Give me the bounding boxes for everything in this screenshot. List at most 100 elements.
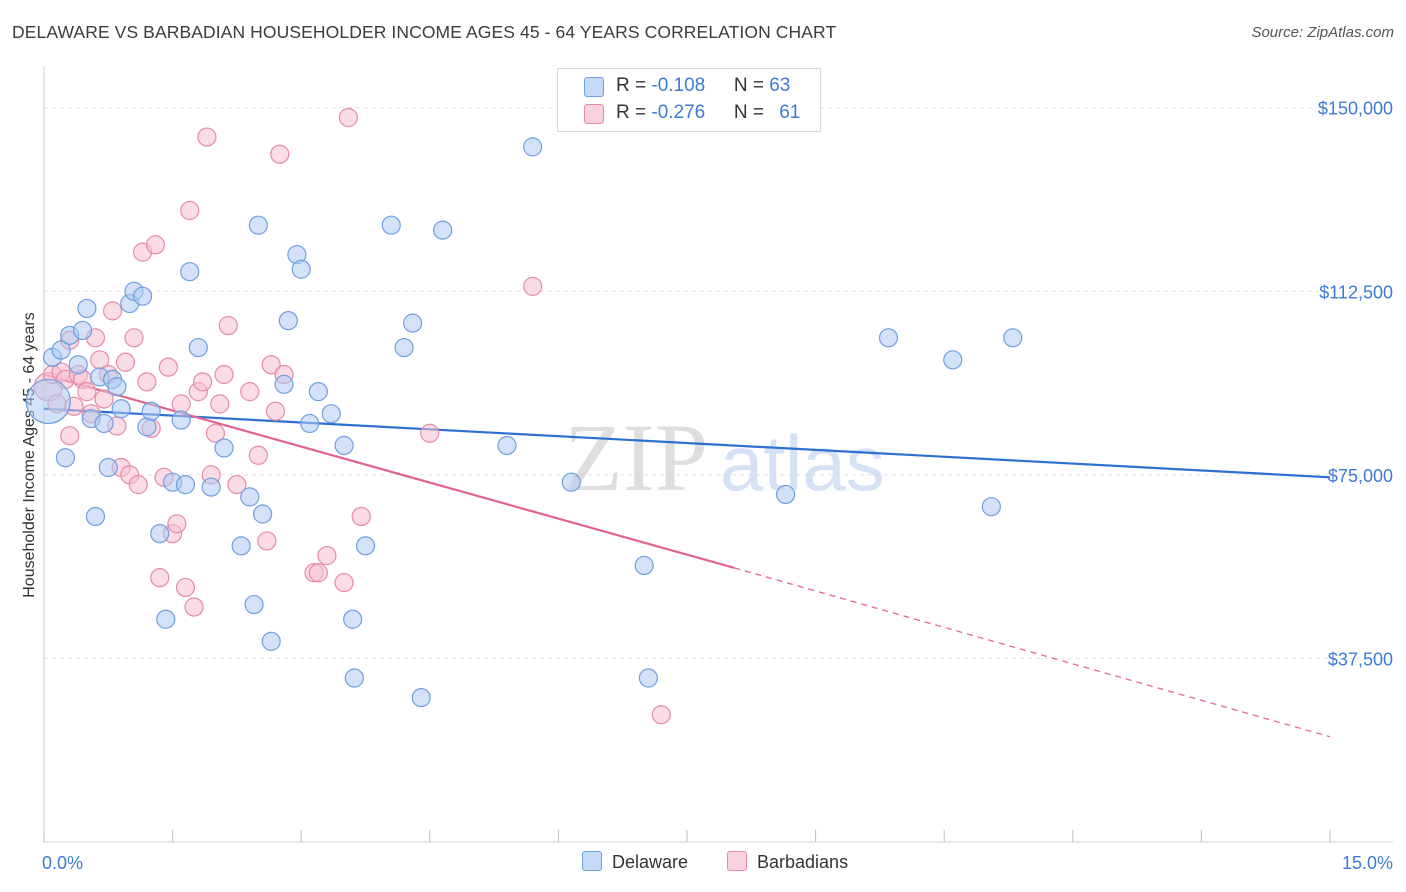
barbadians-point xyxy=(158,357,178,377)
delaware-point xyxy=(51,340,71,360)
bottom-legend: Delaware Barbadians xyxy=(0,851,1406,877)
barbadians-point xyxy=(124,328,144,348)
barbadians-point xyxy=(193,372,213,392)
barbadians-point xyxy=(180,200,200,221)
delaware-point xyxy=(300,413,320,434)
barbadians-point xyxy=(197,127,217,147)
delaware-point xyxy=(111,399,131,419)
delaware-point xyxy=(321,404,341,424)
barbadians-point xyxy=(150,568,170,588)
legend-n-label: N = xyxy=(733,75,770,96)
barbadians-point xyxy=(77,382,97,402)
delaware-point xyxy=(343,609,363,629)
delaware-point xyxy=(278,311,298,331)
delaware-point xyxy=(355,536,376,556)
barbadians-point xyxy=(145,235,166,255)
watermark-zip: ZIP xyxy=(564,404,708,511)
x-tick-label: 15.0% xyxy=(1342,853,1393,873)
legend-swatch-delaware xyxy=(582,851,602,871)
delaware-point xyxy=(72,320,93,341)
barbadians-point xyxy=(257,531,277,551)
delaware-point xyxy=(248,215,268,235)
delaware-point xyxy=(141,401,161,421)
delaware-point xyxy=(25,378,71,425)
barbadians-point xyxy=(175,577,196,598)
barbadians-point xyxy=(270,144,290,164)
barbadians-point xyxy=(214,364,234,385)
delaware-point xyxy=(381,215,401,235)
source-label: Source: ZipAtlas.com xyxy=(1251,24,1394,41)
legend-label-delaware: Delaware xyxy=(612,852,689,872)
delaware-point xyxy=(308,382,328,402)
barbadians-point xyxy=(171,394,191,414)
delaware-point xyxy=(98,457,118,478)
legend-swatch-barbadians xyxy=(584,104,604,124)
delaware-point xyxy=(201,477,221,497)
delaware-point xyxy=(171,410,191,430)
y-tick-label: $75,000 xyxy=(1328,466,1393,486)
delaware-point xyxy=(497,435,517,456)
legend-swatch-barbadians xyxy=(727,851,747,871)
barbadians-point xyxy=(308,563,328,583)
legend-r-label: R = xyxy=(616,102,652,123)
delaware-point xyxy=(634,555,654,576)
barbadians-point xyxy=(338,107,358,128)
stats-legend: R = -0.108 N = 63 R = -0.276 N = 61 xyxy=(557,68,821,132)
legend-item-delaware[interactable]: Delaware xyxy=(582,851,688,873)
delaware-trend-line xyxy=(43,407,1331,479)
delaware-point xyxy=(291,259,311,279)
legend-r-value-barbadians: -0.276 xyxy=(651,102,706,123)
legend-swatch-delaware xyxy=(584,77,604,97)
barbadians-point xyxy=(227,475,247,495)
delaware-point xyxy=(394,337,414,358)
barbadians-point xyxy=(523,276,543,296)
axes xyxy=(43,66,1393,843)
chart-title: DELAWARE VS BARBADIAN HOUSEHOLDER INCOME… xyxy=(12,22,837,42)
legend-n-value-delaware: 63 xyxy=(769,75,791,96)
delaware-point xyxy=(180,262,200,282)
legend-item-barbadians[interactable]: Barbadians xyxy=(727,851,848,873)
delaware-point xyxy=(334,435,354,456)
delaware-point xyxy=(943,350,963,370)
y-tick-label: $150,000 xyxy=(1318,99,1393,119)
barbadians-point xyxy=(94,389,114,409)
barbadians-point xyxy=(334,572,354,593)
delaware-point xyxy=(94,413,114,434)
delaware-point xyxy=(1003,328,1023,348)
delaware-point xyxy=(878,328,899,348)
legend-n-label: N = xyxy=(733,102,770,123)
y-tick-label: $37,500 xyxy=(1328,649,1393,669)
delaware-point xyxy=(188,337,208,358)
barbadians-point xyxy=(218,315,238,336)
delaware-point xyxy=(274,374,294,394)
delaware-point xyxy=(638,668,659,688)
barbadians-point xyxy=(240,382,260,402)
delaware-point xyxy=(77,298,97,319)
delaware-point xyxy=(85,506,106,527)
delaware-point xyxy=(132,286,153,306)
barbadians-point xyxy=(137,372,157,392)
delaware-point xyxy=(244,594,264,615)
barbadians-trend-extension xyxy=(733,567,1331,738)
barbadians-point xyxy=(420,423,440,443)
watermark: ZIP atlas xyxy=(564,404,885,511)
delaware-point xyxy=(253,504,273,524)
delaware-point xyxy=(55,448,76,468)
delaware-point xyxy=(775,484,796,505)
y-tick-label: $112,500 xyxy=(1319,282,1393,302)
barbadians-point xyxy=(265,401,286,421)
barbadians-point xyxy=(317,546,337,566)
barbadians-point xyxy=(115,352,136,372)
barbadians-point xyxy=(261,355,281,375)
barbadians-point xyxy=(102,301,123,321)
barbadians-point xyxy=(248,445,268,465)
delaware-point xyxy=(981,497,1001,517)
delaware-point xyxy=(150,523,170,544)
delaware-point xyxy=(107,377,127,397)
delaware-point xyxy=(344,668,364,688)
delaware-points xyxy=(25,137,1023,708)
delaware-point xyxy=(156,609,176,629)
delaware-point xyxy=(68,355,88,375)
delaware-point xyxy=(175,475,196,495)
delaware-point xyxy=(231,536,251,556)
